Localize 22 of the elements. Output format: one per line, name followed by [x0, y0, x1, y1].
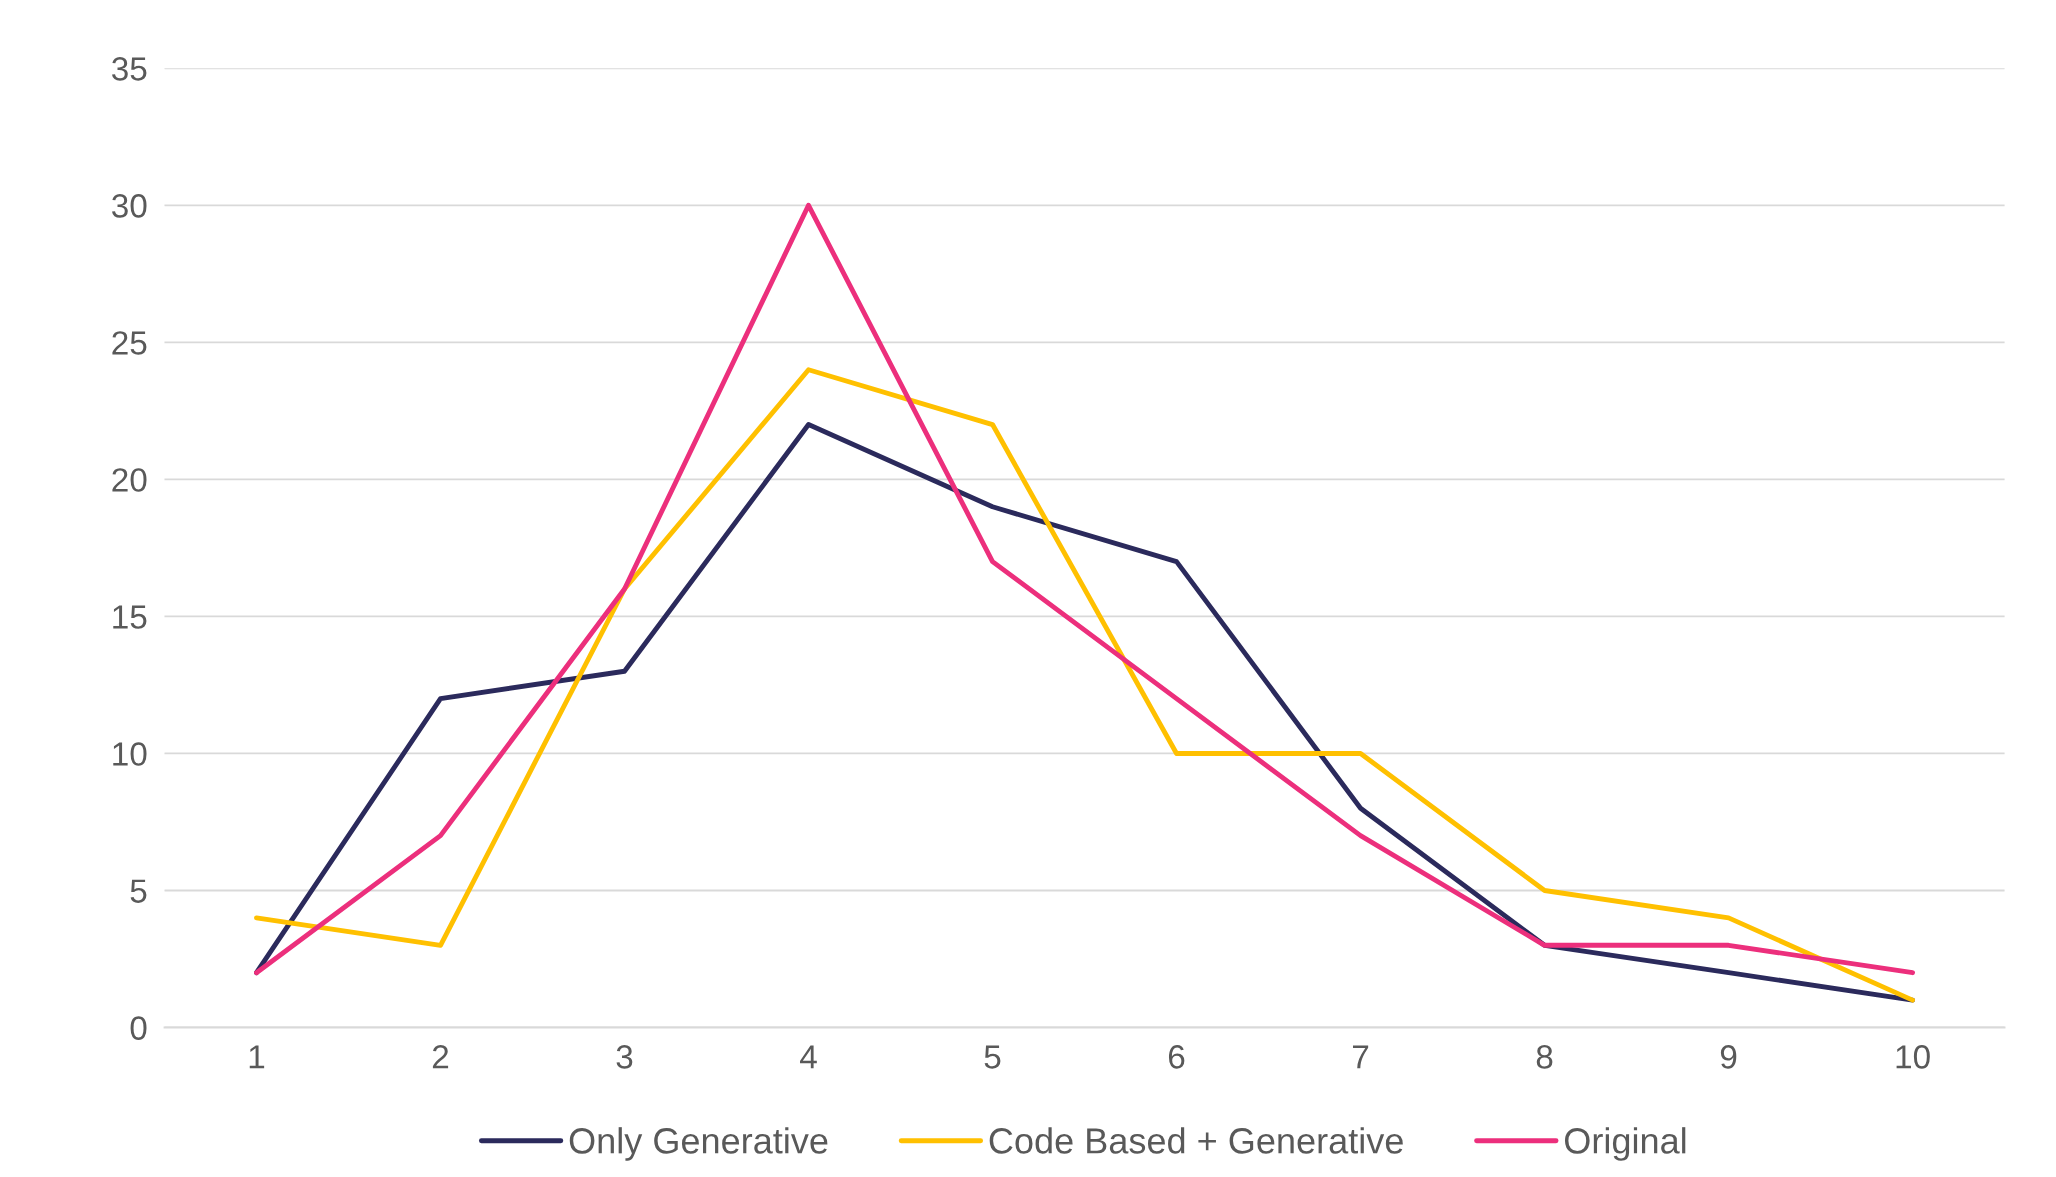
y-tick-label: 35 [112, 57, 147, 81]
y-tick-label: 5 [130, 879, 147, 903]
y-tick-label: 20 [112, 468, 147, 492]
x-tick-label: 2 [432, 1045, 449, 1069]
legend-label: Only Generative [569, 1127, 828, 1161]
y-tick-label: 25 [112, 331, 147, 355]
legend-label: Code Based + Generative [989, 1127, 1403, 1154]
x-tick-label: 9 [1720, 1045, 1737, 1069]
x-tick-label: 7 [1353, 1045, 1369, 1069]
line-series [254, 202, 1916, 976]
x-tick-label: 1 [249, 1045, 265, 1069]
x-tick-label: 6 [1168, 1045, 1185, 1069]
y-tick-label: 30 [112, 194, 147, 218]
x-tick-label: 3 [616, 1045, 633, 1069]
y-tick-label: 15 [113, 605, 147, 629]
x-tick-label: 4 [800, 1045, 817, 1069]
legend-label: Original [1564, 1127, 1686, 1161]
x-tick-label: 5 [984, 1045, 1001, 1069]
x-tick-label: 10 [1896, 1045, 1930, 1069]
x-tick-label: 8 [1536, 1045, 1553, 1069]
y-tick-label: 10 [113, 742, 147, 766]
y-tick-label: 0 [130, 1016, 147, 1040]
